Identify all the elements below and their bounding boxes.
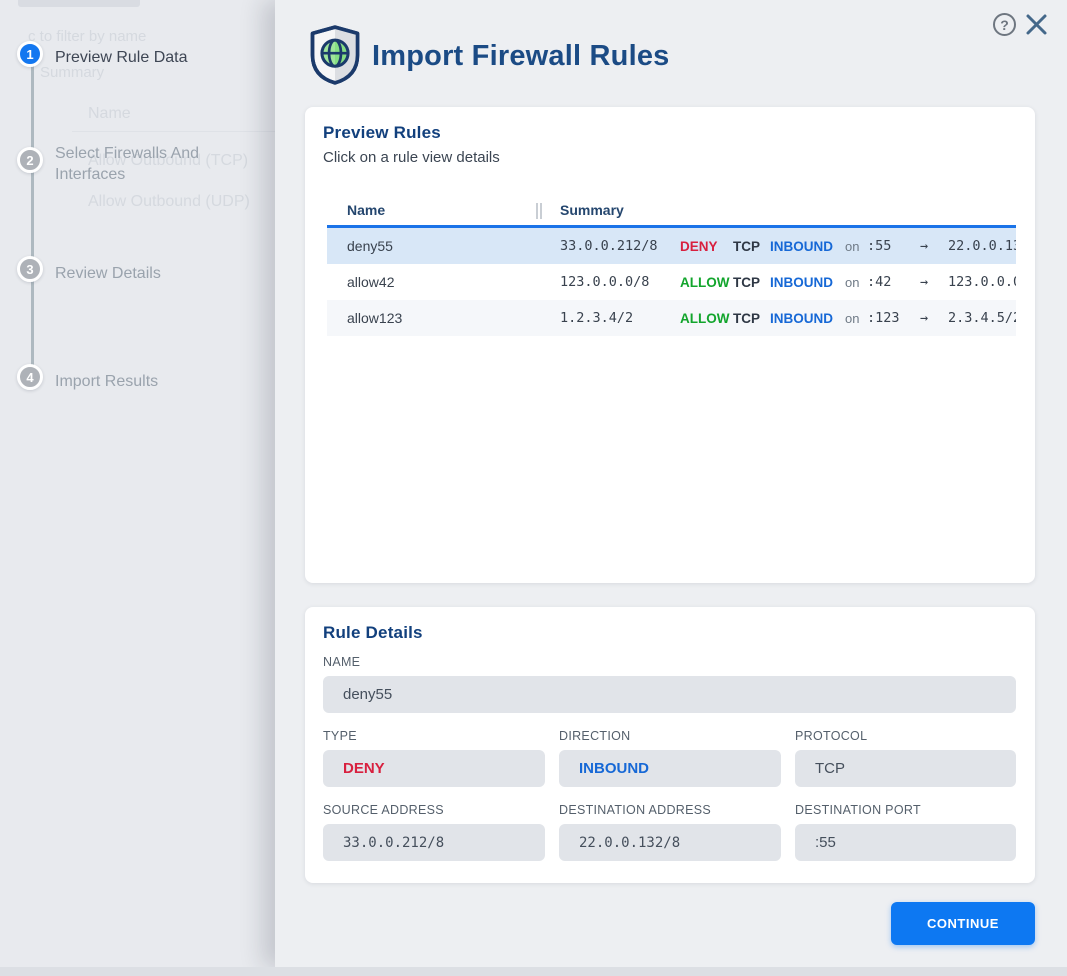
destination-address-field: 22.0.0.132/8 [559, 824, 781, 861]
column-resize-handle[interactable] [536, 203, 542, 219]
rule-on-label: on [845, 274, 860, 290]
column-header-name: Name [347, 202, 386, 218]
destination-address-field-label: DESTINATION ADDRESS [559, 803, 712, 817]
shield-globe-icon [308, 24, 362, 86]
continue-button[interactable]: CONTINUE [891, 902, 1035, 945]
rule-summary: 123.0.0.0/8 ALLOW TCP INBOUND on :42 → 1… [560, 274, 1016, 290]
dialog-title: Import Firewall Rules [372, 40, 670, 72]
rule-direction: INBOUND [770, 310, 833, 326]
arrow-icon: → [920, 274, 929, 290]
destination-port-field-label: DESTINATION PORT [795, 803, 921, 817]
rule-action: DENY [680, 238, 718, 254]
column-header-summary: Summary [560, 202, 624, 218]
arrow-icon: → [920, 238, 929, 254]
protocol-field-label: PROTOCOL [795, 729, 868, 743]
destination-port-field: :55 [795, 824, 1016, 861]
background-ghost-text: c to filter by name [28, 28, 147, 45]
protocol-field: TCP [795, 750, 1016, 787]
name-field: deny55 [323, 676, 1016, 713]
source-address-field-label: SOURCE ADDRESS [323, 803, 444, 817]
rule-direction: INBOUND [770, 238, 833, 254]
rule-destination: 123.0.0.0/8 [948, 274, 1016, 290]
name-field-label: NAME [323, 655, 361, 669]
rule-on-label: on [845, 310, 860, 326]
background-ghost-text: Name [88, 105, 131, 122]
type-field-label: TYPE [323, 729, 357, 743]
rule-direction: INBOUND [770, 274, 833, 290]
preview-rules-heading: Preview Rules [323, 123, 441, 142]
background-ghost-bar [18, 0, 140, 7]
rule-name: allow123 [347, 310, 403, 326]
close-icon[interactable] [1023, 11, 1050, 38]
rule-protocol: TCP [733, 274, 760, 290]
background-ghost-text: Allow Outbound (UDP) [88, 193, 250, 210]
rule-destination: 2.3.4.5/2 [948, 310, 1016, 326]
rule-details-card: Rule Details NAME deny55 TYPE DENY DIREC… [305, 607, 1035, 883]
table-row-deny55[interactable]: deny55 33.0.0.212/8 DENY TCP INBOUND on … [327, 228, 1016, 264]
wizard-sidebar: c to filter by name Summary Name Allow O… [0, 0, 275, 967]
direction-field: INBOUND [559, 750, 781, 787]
step-label: Import Results [55, 373, 159, 390]
rule-name: deny55 [347, 238, 393, 254]
rule-action: ALLOW [680, 310, 730, 326]
step-number-badge: 3 [17, 256, 43, 282]
step-number-badge: 1 [17, 41, 43, 67]
page-background-edge [0, 967, 1067, 976]
rule-on-label: on [845, 238, 860, 254]
step-label: Review Details [55, 265, 161, 282]
rule-port: :42 [867, 274, 892, 290]
rules-table-header: Name Summary [327, 195, 1016, 228]
rule-summary: 1.2.3.4/2 ALLOW TCP INBOUND on :123 → 2.… [560, 310, 1016, 326]
table-row-allow123[interactable]: allow123 1.2.3.4/2 ALLOW TCP INBOUND on … [327, 300, 1016, 336]
rule-protocol: TCP [733, 310, 760, 326]
preview-rules-card: Preview Rules Click on a rule view detai… [305, 107, 1035, 583]
rule-details-heading: Rule Details [323, 623, 423, 642]
rule-name: allow42 [347, 274, 395, 290]
import-firewall-rules-dialog: ? Import Firewall Rules Preview Rules Cl… [275, 0, 1067, 967]
table-row-allow42[interactable]: allow42 123.0.0.0/8 ALLOW TCP INBOUND on… [327, 264, 1016, 300]
source-address-field: 33.0.0.212/8 [323, 824, 545, 861]
arrow-icon: → [920, 310, 929, 326]
rule-source: 33.0.0.212/8 [560, 238, 658, 254]
preview-rules-subtitle: Click on a rule view details [323, 149, 500, 166]
type-field: DENY [323, 750, 545, 787]
wizard-connector-line [31, 57, 34, 380]
rule-protocol: TCP [733, 238, 760, 254]
rule-port: :55 [867, 238, 892, 254]
rule-destination: 22.0.0.132/8 [948, 238, 1016, 254]
help-icon[interactable]: ? [993, 13, 1016, 36]
step-number-badge: 2 [17, 147, 43, 173]
step-number-badge: 4 [17, 364, 43, 390]
rules-table: Name Summary deny55 33.0.0.212/8 DENY TC… [327, 195, 1016, 336]
rule-port: :123 [867, 310, 900, 326]
rule-source: 1.2.3.4/2 [560, 310, 634, 326]
rule-summary: 33.0.0.212/8 DENY TCP INBOUND on :55 → 2… [560, 238, 1016, 254]
step-label: Select Firewalls And Interfaces [55, 145, 200, 183]
rule-source: 123.0.0.0/8 [560, 274, 650, 290]
step-label: Preview Rule Data [55, 49, 188, 66]
background-ghost-divider [72, 131, 275, 132]
rule-action: ALLOW [680, 274, 730, 290]
direction-field-label: DIRECTION [559, 729, 631, 743]
